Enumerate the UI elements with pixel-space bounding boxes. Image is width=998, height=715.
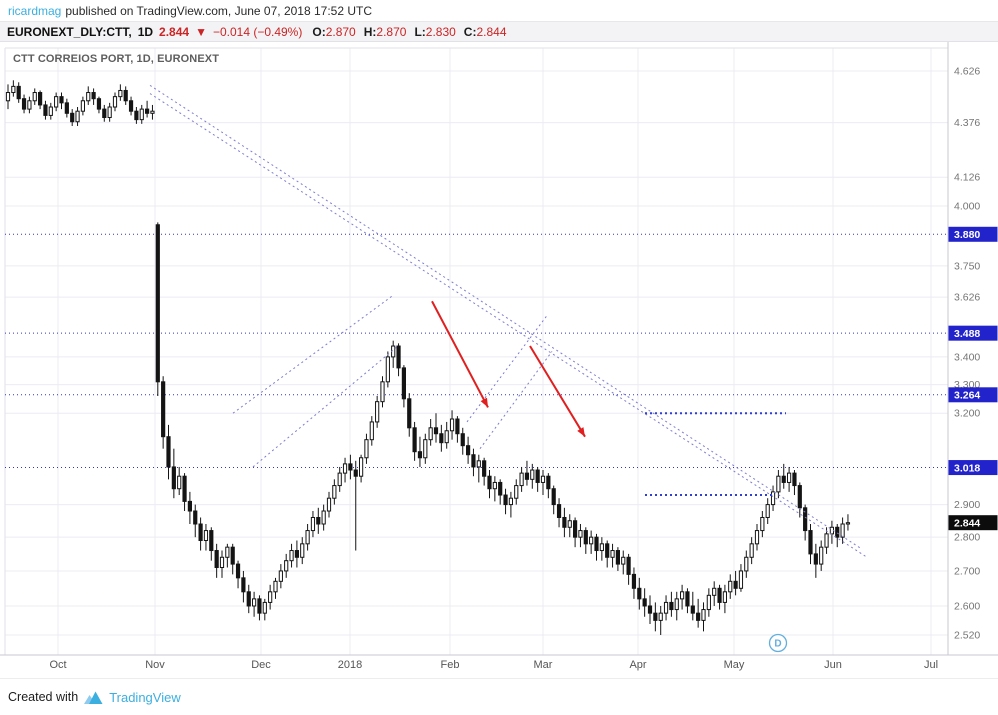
time-tick-label: May: [724, 659, 745, 671]
price-level-badge: [948, 226, 998, 242]
trendline: [149, 93, 867, 558]
change-direction-icon: ▼: [195, 24, 207, 39]
red-arrow-head: [480, 397, 488, 408]
time-tick-label: Feb: [441, 659, 460, 671]
symbol-info-bar: EURONEXT_DLY:CTT, 1D 2.844 ▼ −0.014 (−0.…: [0, 21, 998, 42]
open-value: 2.870: [325, 24, 356, 39]
price-level-lines: [5, 233, 948, 469]
time-tick-label: Jul: [924, 659, 938, 671]
trendline: [479, 351, 553, 449]
price-tick-label: 4.376: [954, 117, 980, 129]
tradingview-brand-link[interactable]: TradingView: [109, 689, 181, 705]
price-tick-label: 2.700: [954, 565, 980, 577]
chart-canvas[interactable]: D4.6264.3764.1264.0003.7503.6263.4003.30…: [0, 42, 998, 678]
trendline: [466, 313, 549, 423]
price-axis[interactable]: 4.6264.3764.1264.0003.7503.6263.4003.300…: [947, 42, 998, 655]
low-label: L:: [414, 24, 426, 39]
svg-text:3.264: 3.264: [954, 390, 980, 402]
current-price-badge: [948, 515, 998, 531]
time-axis[interactable]: Oct Nov Dec 2018 Feb Mar Apr May Jun Jul: [0, 654, 998, 671]
trendline: [252, 345, 399, 468]
time-tick-label: Jun: [824, 659, 842, 671]
price-level-badge: [948, 325, 998, 341]
svg-text:D: D: [774, 639, 781, 650]
chart-legend: CTT CORREIOS PORT, 1D, EURONEXT: [13, 53, 220, 65]
red-arrow: [431, 300, 489, 408]
price-tick-label: 4.626: [954, 66, 980, 78]
svg-text:3.880: 3.880: [954, 229, 980, 241]
trendline: [149, 84, 861, 549]
tradingview-logo-icon[interactable]: [84, 690, 103, 704]
author-link[interactable]: ricardmag: [8, 3, 62, 18]
created-with-text: Created with: [8, 690, 79, 704]
last-price: 2.844: [159, 24, 190, 39]
attribution-footer: Created with TradingView: [0, 678, 998, 715]
publish-info-bar: ricardmag published on TradingView.com, …: [0, 0, 998, 21]
price-tick-label: 2.600: [954, 600, 980, 612]
svg-text:3.018: 3.018: [954, 462, 980, 474]
time-tick-label: Apr: [629, 659, 646, 671]
price-tick-label: 2.520: [954, 630, 980, 642]
dividend-marker[interactable]: D: [768, 633, 788, 653]
red-arrow: [529, 345, 586, 438]
time-tick-label: Nov: [145, 659, 165, 671]
high-label: H:: [363, 24, 377, 39]
svg-text:2.844: 2.844: [954, 517, 980, 529]
price-tick-label: 3.750: [954, 260, 980, 272]
arrows-layer[interactable]: [431, 300, 586, 438]
trendline: [232, 295, 393, 414]
time-tick-label: Oct: [49, 659, 66, 671]
open-label: O:: [312, 24, 326, 39]
price-tick-label: 4.126: [954, 172, 980, 184]
candles-layer[interactable]: [5, 80, 851, 635]
grid-layer: [4, 47, 948, 655]
high-value: 2.870: [376, 24, 407, 39]
price-tick-label: 3.400: [954, 351, 980, 363]
publish-text: published on TradingView.com, June 07, 2…: [65, 3, 373, 18]
price-tick-label: 2.800: [954, 532, 980, 544]
change-value: −0.014 (−0.49%): [212, 24, 303, 39]
svg-text:3.488: 3.488: [954, 328, 980, 340]
low-value: 2.830: [425, 24, 456, 39]
drawings-layer[interactable]: [149, 84, 867, 558]
symbol-name: EURONEXT_DLY:CTT,: [7, 24, 132, 39]
price-tick-label: 4.000: [954, 201, 980, 213]
price-level-badge: [948, 387, 998, 403]
close-value: 2.844: [476, 24, 507, 39]
red-arrow-head: [577, 427, 585, 437]
symbol-interval: 1D: [137, 24, 154, 39]
price-tick-label: 2.900: [954, 499, 980, 511]
chart-area[interactable]: D 4.626 4.376 4.126 4.000 3.750 3.626 3.400 3.30…: [0, 42, 998, 678]
ohlc-values: O:2.870 H:2.870 L:2.830 C:2.844: [312, 25, 512, 39]
price-tick-label: 3.200: [954, 408, 980, 420]
close-label: C:: [463, 24, 477, 39]
price-level-badge: [948, 460, 998, 476]
price-tick-label: 3.626: [954, 292, 980, 304]
time-tick-label: 2018: [338, 659, 362, 671]
time-tick-label: Mar: [534, 659, 553, 671]
time-tick-label: Dec: [251, 659, 271, 671]
